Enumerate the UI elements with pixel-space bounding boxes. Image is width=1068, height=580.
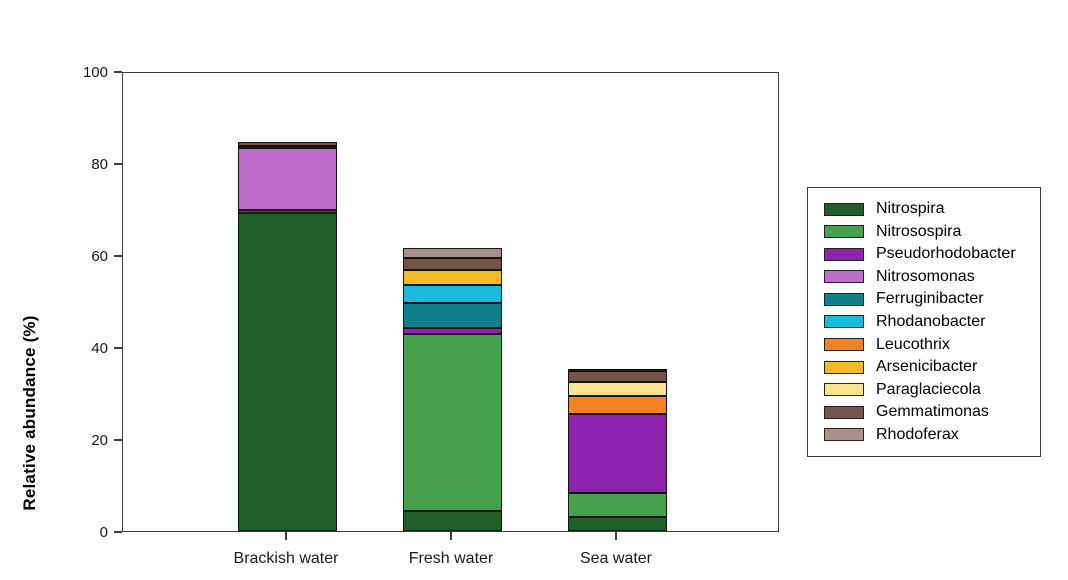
legend-item-paraglaciecola: Paraglaciecola — [824, 380, 1030, 398]
segment-nitrosospira — [402, 334, 502, 512]
legend-swatch — [824, 225, 864, 239]
bar-brackish-water — [237, 71, 337, 531]
segment-gemmatimonas — [567, 371, 667, 383]
legend-swatch — [824, 247, 864, 261]
y-tick-label: 80 — [91, 155, 108, 173]
x-tick — [615, 532, 617, 540]
y-tick-label: 60 — [91, 247, 108, 265]
legend-label: Nitrospira — [876, 200, 945, 217]
y-tick — [114, 347, 122, 349]
legend-item-rhodoferax: Rhodoferax — [824, 425, 1030, 443]
segment-pseudorhodobacter — [402, 328, 502, 335]
legend-label: Leucothrix — [876, 335, 950, 353]
legend: Nitrospira Nitrosospira Pseudorhodobacter N… — [807, 187, 1041, 457]
legend-label: Pseudorhodobacter — [876, 245, 1016, 263]
segment-ferruginibacter — [402, 302, 502, 329]
bar-sea-water — [567, 71, 667, 531]
legend-label: Ferruginibacter — [876, 290, 984, 308]
legend-swatch — [824, 405, 864, 419]
legend-item-rhodanobacter: Rhodanobacter — [824, 312, 1030, 330]
bar-fresh-water — [402, 71, 502, 531]
segment-rhodoferax — [567, 368, 667, 372]
legend-item-gemmatimonas: Gemmatimonas — [824, 404, 1030, 420]
y-tick — [114, 255, 122, 257]
legend-item-pseudorhodobacter: Pseudorhodobacter — [824, 246, 1030, 262]
legend-swatch — [824, 315, 864, 329]
y-axis-label-wrap: Relative abundance (%) — [8, 187, 39, 510]
legend-label: Arsenicibacter — [876, 358, 978, 376]
y-tick-label: 40 — [91, 339, 108, 357]
y-axis-label: Relative abundance (%) — [20, 315, 39, 511]
segment-gemmatimonas — [402, 258, 502, 270]
segment-nitrospira — [237, 212, 337, 531]
legend-label: Gemmatimonas — [876, 403, 989, 421]
x-tick-label: Fresh water — [408, 550, 494, 567]
legend-swatch — [824, 338, 864, 352]
legend-swatch — [824, 202, 864, 216]
segment-paraglaciecola — [567, 382, 667, 397]
plot-area — [122, 72, 779, 532]
legend-item-nitrosomonas: Nitrosomonas — [824, 267, 1030, 285]
legend-item-leucothrix: Leucothrix — [824, 335, 1030, 353]
y-tick — [114, 71, 122, 73]
legend-swatch — [824, 383, 864, 397]
segment-arsenicibacter — [402, 269, 502, 285]
legend-label: Paraglaciecola — [876, 380, 981, 398]
legend-label: Nitrosomonas — [876, 267, 975, 285]
y-tick — [114, 531, 122, 533]
legend-item-nitrosospira: Nitrosospira — [824, 222, 1030, 240]
segment-rhodanobacter — [402, 284, 502, 303]
x-tick — [450, 532, 452, 540]
legend-label: Nitrosospira — [876, 222, 962, 240]
legend-item-arsenicibacter: Arsenicibacter — [824, 359, 1030, 375]
segment-arsenicibacter — [237, 145, 337, 149]
legend-swatch — [824, 428, 864, 442]
legend-label: Rhodanobacter — [876, 312, 986, 330]
y-tick-label: 20 — [91, 431, 108, 449]
x-tick — [285, 532, 287, 540]
legend-item-nitrospira: Nitrospira — [824, 201, 1030, 217]
segment-nitrospira — [567, 517, 667, 531]
x-tick-label: Brackish water — [233, 550, 339, 567]
y-tick — [114, 439, 122, 441]
legend-swatch — [824, 292, 864, 306]
segment-rhodoferax — [402, 248, 502, 259]
legend-swatch — [824, 270, 864, 284]
legend-item-ferruginibacter: Ferruginibacter — [824, 291, 1030, 307]
segment-nitrospira — [402, 511, 502, 531]
y-tick-label: 0 — [99, 523, 108, 541]
legend-swatch — [824, 360, 864, 374]
y-tick — [114, 163, 122, 165]
x-tick-label: Sea water — [579, 550, 653, 567]
segment-nitrosomonas — [237, 148, 337, 211]
segment-pseudorhodobacter — [237, 210, 337, 213]
segment-pseudorhodobacter — [567, 413, 667, 493]
legend-label: Rhodoferax — [876, 425, 959, 443]
segment-leucothrix — [567, 396, 667, 414]
segment-nitrosospira — [567, 492, 667, 518]
segment-gemmatimonas — [237, 142, 337, 146]
y-tick-label: 100 — [82, 63, 108, 81]
